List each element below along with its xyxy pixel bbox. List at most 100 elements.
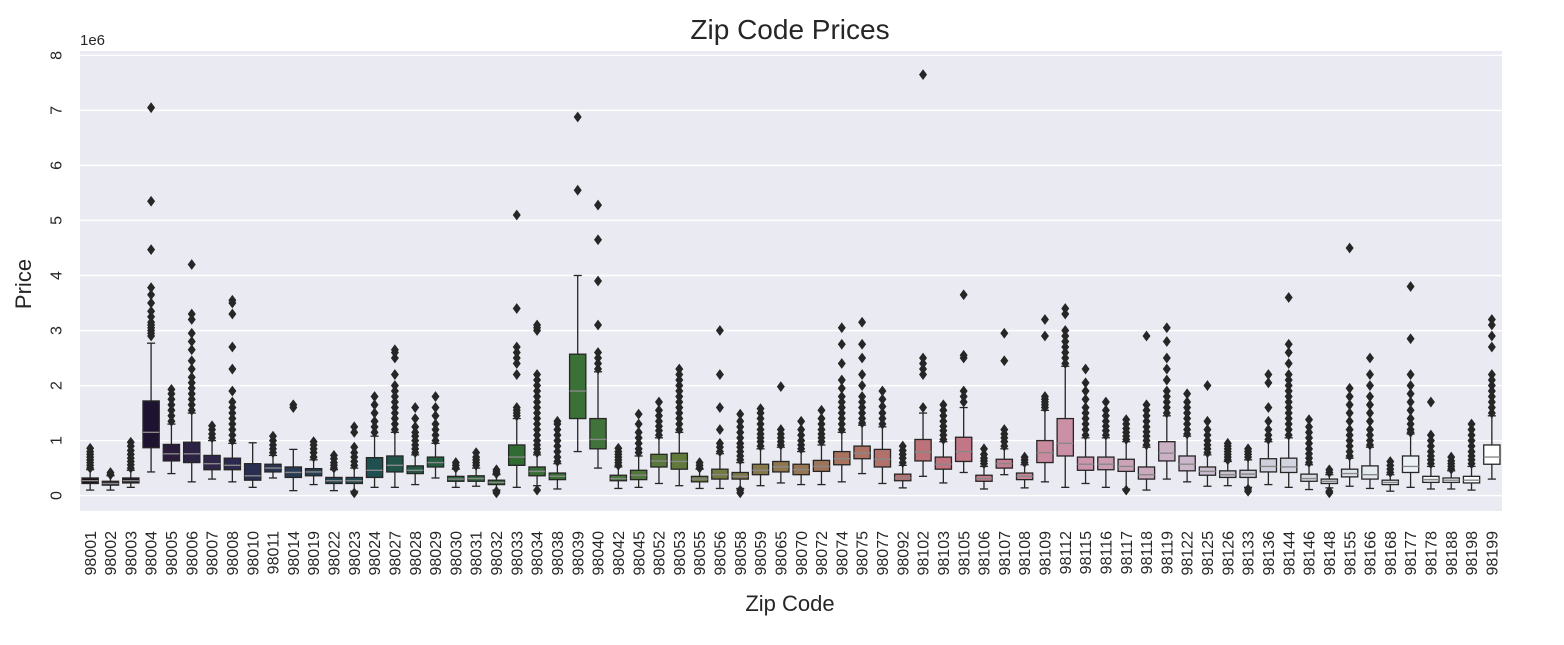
outlier-point bbox=[1162, 322, 1171, 334]
outlier-point bbox=[350, 447, 359, 459]
outlier-point bbox=[573, 111, 582, 123]
outlier-point bbox=[553, 451, 562, 463]
x-tick-label: 98030 bbox=[448, 531, 465, 576]
outlier-point bbox=[1081, 363, 1090, 375]
outlier-point bbox=[1081, 429, 1090, 441]
x-tick-label: 98115 bbox=[1078, 531, 1095, 574]
outlier-point bbox=[1365, 407, 1374, 419]
outlier-point bbox=[1101, 410, 1110, 422]
y-axis-ticks: 0 1 2 3 4 5 6 7 8 bbox=[49, 51, 66, 500]
outlier-point bbox=[228, 418, 237, 430]
outlier-point bbox=[268, 430, 277, 442]
outlier-point bbox=[1365, 415, 1374, 427]
x-tick-label: 98106 bbox=[977, 531, 994, 576]
outlier-point bbox=[350, 426, 359, 438]
outlier-point bbox=[431, 435, 440, 446]
outlier-point bbox=[1467, 429, 1476, 441]
outlier-point bbox=[1020, 451, 1029, 463]
outlier-point bbox=[1183, 424, 1192, 435]
x-tick-label: 98166 bbox=[1363, 531, 1380, 576]
outlier-point bbox=[878, 385, 887, 397]
outlier-point bbox=[512, 347, 521, 358]
outlier-point bbox=[1223, 437, 1232, 449]
outlier-point bbox=[979, 443, 988, 455]
outlier-point bbox=[919, 358, 928, 369]
outlier-point bbox=[1040, 391, 1049, 402]
outlier-point bbox=[512, 369, 521, 380]
outlier-point bbox=[858, 413, 867, 424]
box-98166 bbox=[1361, 352, 1379, 490]
x-tick-label: 98011 bbox=[266, 531, 283, 574]
outlier-point bbox=[512, 209, 521, 221]
outlier-point bbox=[147, 195, 156, 207]
outlier-point bbox=[1162, 391, 1171, 402]
box-98022 bbox=[325, 450, 343, 492]
outlier-point bbox=[1365, 380, 1374, 391]
box-body bbox=[243, 463, 262, 481]
x-tick-label: 98019 bbox=[306, 531, 323, 576]
outlier-point bbox=[553, 435, 562, 446]
box-body bbox=[386, 455, 404, 473]
box-98045 bbox=[629, 408, 648, 488]
y-tick-label: 6 bbox=[49, 161, 66, 170]
outlier-point bbox=[1345, 429, 1354, 441]
box-98006 bbox=[182, 259, 201, 483]
outlier-point bbox=[1325, 485, 1334, 497]
outlier-point bbox=[1406, 413, 1415, 424]
outlier-point bbox=[187, 314, 196, 325]
box-body bbox=[853, 445, 871, 460]
outlier-point bbox=[187, 393, 196, 405]
box-body bbox=[568, 353, 587, 420]
x-tick-label: 98108 bbox=[1017, 531, 1034, 576]
outlier-point bbox=[675, 418, 684, 430]
outlier-point bbox=[614, 442, 623, 454]
outlier-point bbox=[715, 369, 724, 380]
outlier-point bbox=[1040, 330, 1049, 342]
outlier-point bbox=[1081, 407, 1090, 419]
y-axis-label: Price bbox=[11, 259, 36, 309]
outlier-point bbox=[187, 336, 196, 347]
outlier-point bbox=[1142, 399, 1151, 411]
outlier-point bbox=[390, 402, 399, 413]
x-tick-label: 98034 bbox=[530, 531, 547, 576]
outlier-point bbox=[533, 413, 542, 424]
outlier-point bbox=[1000, 355, 1009, 367]
outlier-point bbox=[634, 432, 643, 444]
chart-title: Zip Code Prices bbox=[690, 14, 889, 45]
box-98004 bbox=[142, 102, 160, 473]
outlier-point bbox=[1305, 426, 1314, 438]
box-98028 bbox=[406, 402, 424, 486]
outlier-point bbox=[634, 443, 643, 455]
outlier-point bbox=[553, 429, 562, 441]
box-98199 bbox=[1483, 314, 1501, 480]
box-body bbox=[914, 438, 932, 462]
box-98056 bbox=[711, 325, 729, 490]
outlier-point bbox=[1345, 407, 1354, 419]
box-98125 bbox=[1198, 380, 1217, 487]
outlier-point bbox=[533, 402, 542, 413]
outlier-point bbox=[228, 308, 237, 320]
outlier-point bbox=[878, 407, 887, 419]
outlier-point bbox=[228, 424, 237, 435]
box-body bbox=[1259, 458, 1278, 473]
outlier-point bbox=[167, 399, 176, 411]
outlier-point bbox=[1345, 424, 1354, 435]
outlier-point bbox=[147, 316, 156, 328]
outlier-point bbox=[1365, 399, 1374, 411]
box-98109 bbox=[1036, 314, 1054, 483]
outlier-point bbox=[1162, 374, 1171, 386]
outlier-point bbox=[858, 396, 867, 408]
outlier-point bbox=[1305, 437, 1314, 449]
x-tick-label: 98014 bbox=[286, 531, 303, 576]
x-tick-label: 98072 bbox=[814, 531, 831, 576]
outlier-point bbox=[715, 424, 724, 435]
outlier-point bbox=[187, 404, 196, 416]
outlier-point bbox=[1284, 418, 1293, 430]
box-body bbox=[203, 454, 221, 471]
box-98108 bbox=[1015, 451, 1034, 489]
box-body bbox=[1483, 444, 1501, 465]
y-tick-label: 1 bbox=[49, 436, 66, 445]
outlier-point bbox=[1183, 407, 1192, 419]
outlier-point bbox=[1487, 407, 1496, 419]
outlier-point bbox=[858, 316, 867, 328]
